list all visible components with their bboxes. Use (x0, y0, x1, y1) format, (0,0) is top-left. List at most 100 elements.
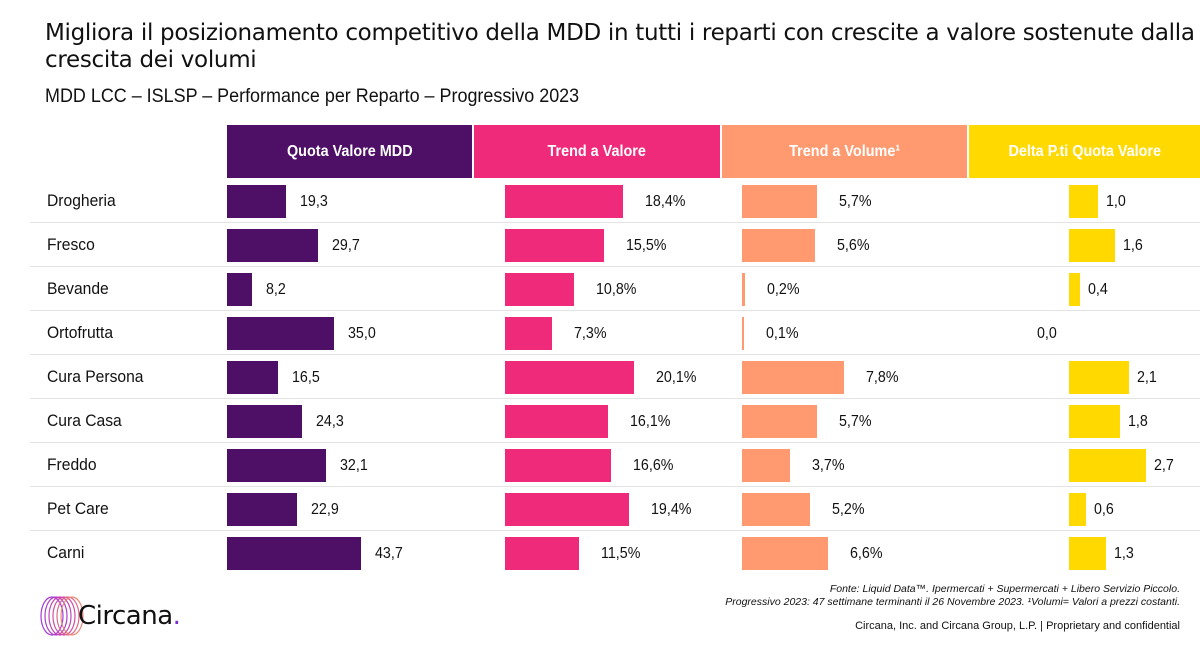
source-footnote: Fonte: Liquid Data™. Ipermercati + Super… (725, 583, 1180, 609)
category-label: Fresco (47, 235, 95, 254)
circana-rings-icon (40, 596, 84, 636)
category-label: Bevande (47, 279, 109, 298)
bar-2-fresco (505, 229, 605, 262)
data-label: 7,3% (573, 324, 607, 342)
column-header-label: Quota Valore MDD (286, 142, 413, 160)
row-separator (30, 310, 1200, 311)
bar-1-fresco (227, 229, 319, 262)
bar-1-drogheria (227, 185, 287, 218)
category-label: Cura Casa (47, 411, 122, 430)
bar-4-cura-persona (1069, 361, 1129, 394)
category-label: Carni (47, 543, 85, 562)
bar-1-cura-persona (227, 361, 278, 394)
bar-4-bevande (1069, 273, 1081, 306)
circana-logo: Circana. (38, 594, 181, 638)
source-line-2: Progressivo 2023: 47 settimane terminant… (725, 596, 1180, 608)
bar-4-freddo (1069, 449, 1146, 482)
data-label: 16,5 (291, 368, 320, 386)
data-label: 1,3 (1114, 544, 1134, 562)
category-label: Freddo (47, 455, 97, 474)
data-label: 5,6% (837, 236, 870, 254)
bar-4-cura-casa (1069, 405, 1121, 438)
row-separator (30, 398, 1200, 399)
bar-1-ortofrutta (227, 317, 335, 350)
data-label: 0,6 (1094, 500, 1114, 518)
data-label: 1,6 (1122, 236, 1143, 254)
bar-4-pet-care (1069, 493, 1087, 526)
bar-3-fresco (742, 229, 816, 262)
bar-4-fresco (1069, 229, 1115, 262)
category-label: Ortofrutta (47, 323, 114, 342)
bar-1-cura-casa (227, 405, 302, 438)
category-label: Pet Care (47, 499, 109, 518)
data-label: 5,7% (838, 192, 872, 210)
data-label: 1,8 (1128, 412, 1149, 430)
data-label: 43,7 (375, 544, 403, 562)
data-label: 24,3 (315, 412, 344, 430)
column-header-label: Delta P.ti Quota Valore (1008, 142, 1161, 160)
data-label: 6,6% (850, 544, 883, 562)
data-label: 1,0 (1105, 192, 1126, 210)
bar-3-cura-casa (742, 405, 817, 438)
data-label: 8,2 (266, 280, 287, 298)
bar-1-pet-care (227, 493, 298, 526)
logo-text: Circana. (78, 601, 181, 631)
bar-2-bevande (505, 273, 575, 306)
data-label: 19,3 (300, 192, 329, 210)
bar-1-carni (227, 537, 362, 570)
bar-2-cura-persona (505, 361, 634, 394)
data-label: 2,1 (1136, 368, 1157, 386)
column-header-1: Quota Valore MDD (227, 125, 472, 178)
column-header-3: Trend a Volume¹ (722, 125, 967, 178)
data-label: 7,8% (866, 368, 899, 386)
data-label: 19,4% (651, 500, 692, 518)
bar-4-carni (1069, 537, 1107, 570)
row-separator (30, 486, 1200, 487)
data-label: 18,4% (644, 192, 686, 210)
logo-dot: . (172, 601, 181, 631)
data-label: 0,2% (766, 280, 800, 298)
data-label: 35,0 (348, 324, 377, 342)
bar-4-drogheria (1069, 185, 1098, 218)
bar-1-freddo (227, 449, 326, 482)
bar-2-carni (505, 537, 579, 570)
bar-2-cura-casa (505, 405, 609, 438)
category-label: Drogheria (47, 191, 116, 210)
row-separator (30, 530, 1200, 531)
category-label: Cura Persona (47, 367, 144, 386)
row-separator (30, 354, 1200, 355)
bar-3-bevande (742, 273, 745, 306)
data-label: 5,7% (838, 412, 872, 430)
data-label: 20,1% (655, 368, 697, 386)
data-label: 16,1% (630, 412, 671, 430)
data-label: 10,8% (596, 280, 637, 298)
bar-2-pet-care (505, 493, 630, 526)
bar-2-freddo (505, 449, 612, 482)
column-header-label: Trend a Valore (547, 142, 647, 160)
row-separator (30, 222, 1200, 223)
bar-1-bevande (227, 273, 253, 306)
row-separator (30, 442, 1200, 443)
page-subtitle: MDD LCC – ISLSP – Performance per Repart… (45, 85, 580, 107)
data-label: 5,2% (832, 500, 865, 518)
data-label: 32,1 (339, 456, 368, 474)
data-label: 22,9 (311, 500, 340, 518)
bar-3-pet-care (742, 493, 811, 526)
data-label: 3,7% (812, 456, 845, 474)
data-label: 29,7 (332, 236, 360, 254)
data-label: 0,0 (1037, 324, 1057, 342)
column-header-2: Trend a Valore (474, 125, 720, 178)
data-label: 11,5% (600, 544, 640, 562)
bar-3-carni (742, 537, 829, 570)
bar-3-freddo (742, 449, 791, 482)
copyright-note: Circana, Inc. and Circana Group, L.P. | … (855, 620, 1180, 632)
data-label: 16,6% (633, 456, 674, 474)
page-title: Migliora il posizionamento competitivo d… (45, 20, 1195, 73)
bar-3-drogheria (742, 185, 817, 218)
data-label: 0,1% (766, 324, 799, 342)
bar-2-ortofrutta (505, 317, 552, 350)
bar-3-ortofrutta (742, 317, 744, 350)
bar-3-cura-persona (742, 361, 845, 394)
column-header-4: Delta P.ti Quota Valore (969, 125, 1200, 178)
column-header-label: Trend a Volume¹ (789, 142, 900, 160)
